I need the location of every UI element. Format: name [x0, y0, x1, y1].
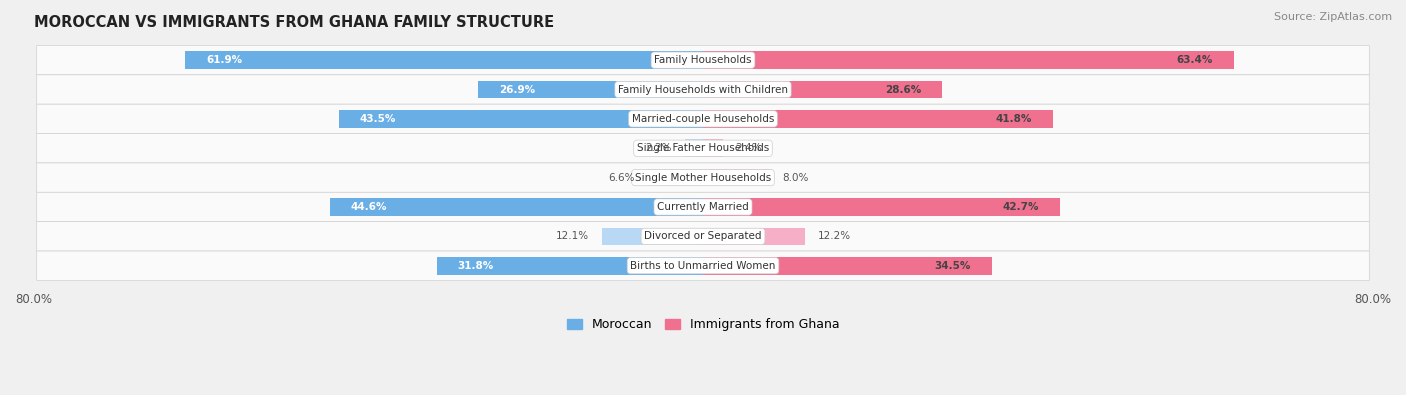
- Bar: [703, 139, 723, 157]
- Text: Divorced or Separated: Divorced or Separated: [644, 231, 762, 241]
- Text: 31.8%: 31.8%: [458, 261, 494, 271]
- Text: Currently Married: Currently Married: [657, 202, 749, 212]
- Bar: [648, 169, 703, 186]
- Text: 61.9%: 61.9%: [205, 55, 242, 65]
- Text: Births to Unmarried Women: Births to Unmarried Women: [630, 261, 776, 271]
- Text: 28.6%: 28.6%: [886, 85, 921, 94]
- Text: Married-couple Households: Married-couple Households: [631, 114, 775, 124]
- Bar: [330, 198, 703, 216]
- Text: 12.1%: 12.1%: [555, 231, 589, 241]
- FancyBboxPatch shape: [37, 163, 1369, 192]
- Text: 2.2%: 2.2%: [645, 143, 672, 153]
- Text: Source: ZipAtlas.com: Source: ZipAtlas.com: [1274, 12, 1392, 22]
- Legend: Moroccan, Immigrants from Ghana: Moroccan, Immigrants from Ghana: [561, 313, 845, 337]
- Text: 12.2%: 12.2%: [818, 231, 851, 241]
- Text: Single Mother Households: Single Mother Households: [636, 173, 770, 182]
- Text: Family Households with Children: Family Households with Children: [619, 85, 787, 94]
- Text: 8.0%: 8.0%: [783, 173, 808, 182]
- Text: 26.9%: 26.9%: [499, 85, 534, 94]
- Text: MOROCCAN VS IMMIGRANTS FROM GHANA FAMILY STRUCTURE: MOROCCAN VS IMMIGRANTS FROM GHANA FAMILY…: [34, 15, 554, 30]
- Text: 42.7%: 42.7%: [1002, 202, 1039, 212]
- FancyBboxPatch shape: [37, 104, 1369, 134]
- Text: 44.6%: 44.6%: [350, 202, 387, 212]
- Text: 2.4%: 2.4%: [735, 143, 762, 153]
- FancyBboxPatch shape: [37, 75, 1369, 104]
- Bar: [186, 51, 703, 69]
- Text: 41.8%: 41.8%: [995, 114, 1032, 124]
- Bar: [703, 81, 942, 98]
- Bar: [478, 81, 703, 98]
- Bar: [703, 51, 1233, 69]
- Text: 43.5%: 43.5%: [360, 114, 396, 124]
- FancyBboxPatch shape: [37, 251, 1369, 280]
- Text: 34.5%: 34.5%: [935, 261, 970, 271]
- FancyBboxPatch shape: [37, 134, 1369, 163]
- Bar: [703, 228, 806, 245]
- Text: 6.6%: 6.6%: [609, 173, 636, 182]
- Text: 63.4%: 63.4%: [1177, 55, 1212, 65]
- Text: Single Father Households: Single Father Households: [637, 143, 769, 153]
- Bar: [703, 110, 1053, 128]
- FancyBboxPatch shape: [37, 222, 1369, 251]
- Bar: [703, 257, 991, 275]
- Bar: [339, 110, 703, 128]
- Bar: [437, 257, 703, 275]
- Bar: [703, 198, 1060, 216]
- Text: Family Households: Family Households: [654, 55, 752, 65]
- Bar: [602, 228, 703, 245]
- FancyBboxPatch shape: [37, 192, 1369, 222]
- Bar: [685, 139, 703, 157]
- Bar: [703, 169, 770, 186]
- FancyBboxPatch shape: [37, 45, 1369, 75]
